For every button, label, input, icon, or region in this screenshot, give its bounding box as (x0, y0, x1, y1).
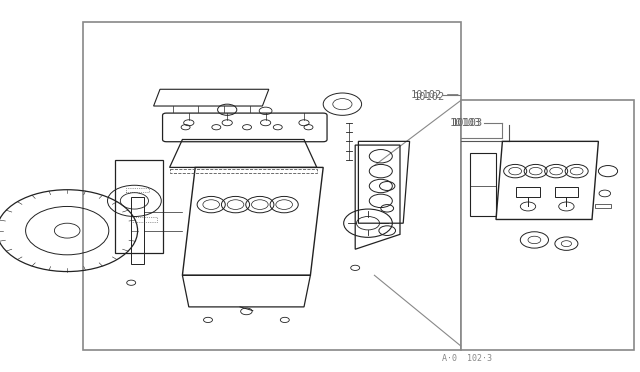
Text: 10102: 10102 (410, 90, 442, 100)
Bar (83, 22, 461, 350)
Bar (461, 100, 634, 350)
Bar (127, 188, 149, 192)
Text: A·0  102·3: A·0 102·3 (442, 354, 492, 363)
Bar (131, 217, 157, 222)
Bar (516, 187, 540, 197)
Bar (555, 187, 578, 197)
Bar (595, 204, 611, 208)
Text: 10103: 10103 (452, 118, 483, 128)
Text: 10102: 10102 (413, 92, 445, 102)
Text: 10103: 10103 (450, 118, 481, 128)
